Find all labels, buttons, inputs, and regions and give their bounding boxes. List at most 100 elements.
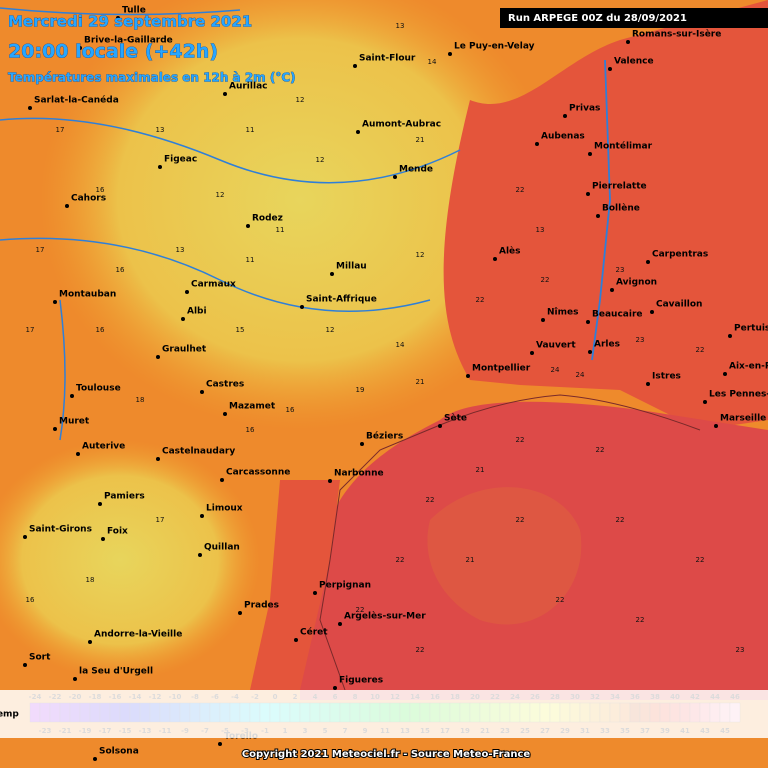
temperature-value: 22 [426,496,435,504]
temperature-value: 16 [96,186,105,194]
city-label: Auterive [82,442,125,452]
city-label: Limoux [206,504,243,514]
city-label: Montauban [59,290,116,300]
temperature-value: 12 [296,96,305,104]
city-dot [28,106,32,110]
city-label: Aurillac [229,82,267,92]
city-label: Nîmes [547,308,578,318]
temperature-value: 16 [26,596,35,604]
city-label: Pamiers [104,492,145,502]
city-dot [353,64,357,68]
city-label: Millau [336,262,367,272]
temperature-value: 22 [516,436,525,444]
city-dot [541,318,545,322]
city-label: Sète [444,413,467,424]
city-dot [88,640,92,644]
city-label: Saint-Flour [359,54,416,64]
city-dot [181,317,185,321]
city-label: Narbonne [334,469,384,479]
city-dot [646,260,650,264]
city-dot [246,224,250,228]
river [0,117,461,184]
city-label: Quillan [204,543,240,553]
city-dot [360,442,364,446]
city-dot [535,142,539,146]
sea-patch [427,487,582,625]
city-dot [563,114,567,118]
city-dot [223,92,227,96]
city-label: Carcassonne [226,468,290,478]
city-dot [448,52,452,56]
city-label: Sort [29,653,51,663]
city-dot [93,757,97,761]
temperature-value: 23 [736,646,745,654]
city-label: Le Puy-en-Velay [454,42,535,52]
city-dot [596,214,600,218]
city-dot [723,372,727,376]
city-dot [294,638,298,642]
city-label: Graulhet [162,345,207,355]
city-label: Vauvert [536,341,576,351]
city-dot [238,611,242,615]
temperature-value: 22 [541,276,550,284]
city-dot [76,452,80,456]
temperature-value: 22 [396,556,405,564]
city-label: Rodez [252,214,283,224]
city-dot [728,334,732,338]
city-dot [218,742,222,746]
city-dot [98,502,102,506]
temperature-value: 12 [326,326,335,334]
temperature-value: 17 [156,516,165,524]
temperature-value: 13 [536,226,545,234]
city-dot [78,46,82,50]
temperature-value: 22 [596,446,605,454]
city-label: Marseille [720,414,766,424]
temperature-value: 11 [246,256,255,264]
temperature-value: 14 [428,58,437,66]
city-dot [608,67,612,71]
temperature-value: 23 [636,336,645,344]
temperature-value: 23 [616,266,625,274]
city-dot [330,272,334,276]
city-label: Toulouse [76,384,121,394]
scale-background [0,690,768,738]
city-label: Béziers [366,431,403,442]
city-label: Solsona [99,747,139,757]
city-label: Albi [187,307,207,317]
temperature-value: 19 [356,386,365,394]
temperature-value: 11 [246,126,255,134]
city-label: la Seu d'Urgell [79,667,153,677]
city-dot [70,394,74,398]
river [0,237,431,312]
city-dot [185,290,189,294]
city-label: Castelnaudary [162,447,235,457]
temperature-value: 22 [556,596,565,604]
temperature-value: 21 [416,136,425,144]
temperature-value: 12 [416,251,425,259]
temperature-value: 13 [176,246,185,254]
city-dot [493,257,497,261]
temperature-value: 24 [551,366,560,374]
city-label: Montélimar [594,141,653,152]
city-label: Cahors [71,194,106,204]
city-label: Alès [499,246,521,257]
city-label: Aumont-Aubrac [362,120,441,130]
city-label: Bollène [602,203,640,214]
cool-zone [40,0,560,430]
city-dot [200,514,204,518]
city-dot [156,457,160,461]
river [59,299,66,441]
city-dot [356,130,360,134]
temperature-value: 11 [276,226,285,234]
temperature-value: 22 [516,516,525,524]
city-dot [586,320,590,324]
city-dot [200,390,204,394]
subtitle: Températures maximales en 12h à 2m (°C) [8,71,296,85]
city-dot [158,165,162,169]
city-label: Romans-sur-Isère [632,29,721,40]
city-dot [53,300,57,304]
city-dot [220,478,224,482]
time: 20:00 locale (+42h) [8,41,218,63]
temperature-value: 16 [116,266,125,274]
